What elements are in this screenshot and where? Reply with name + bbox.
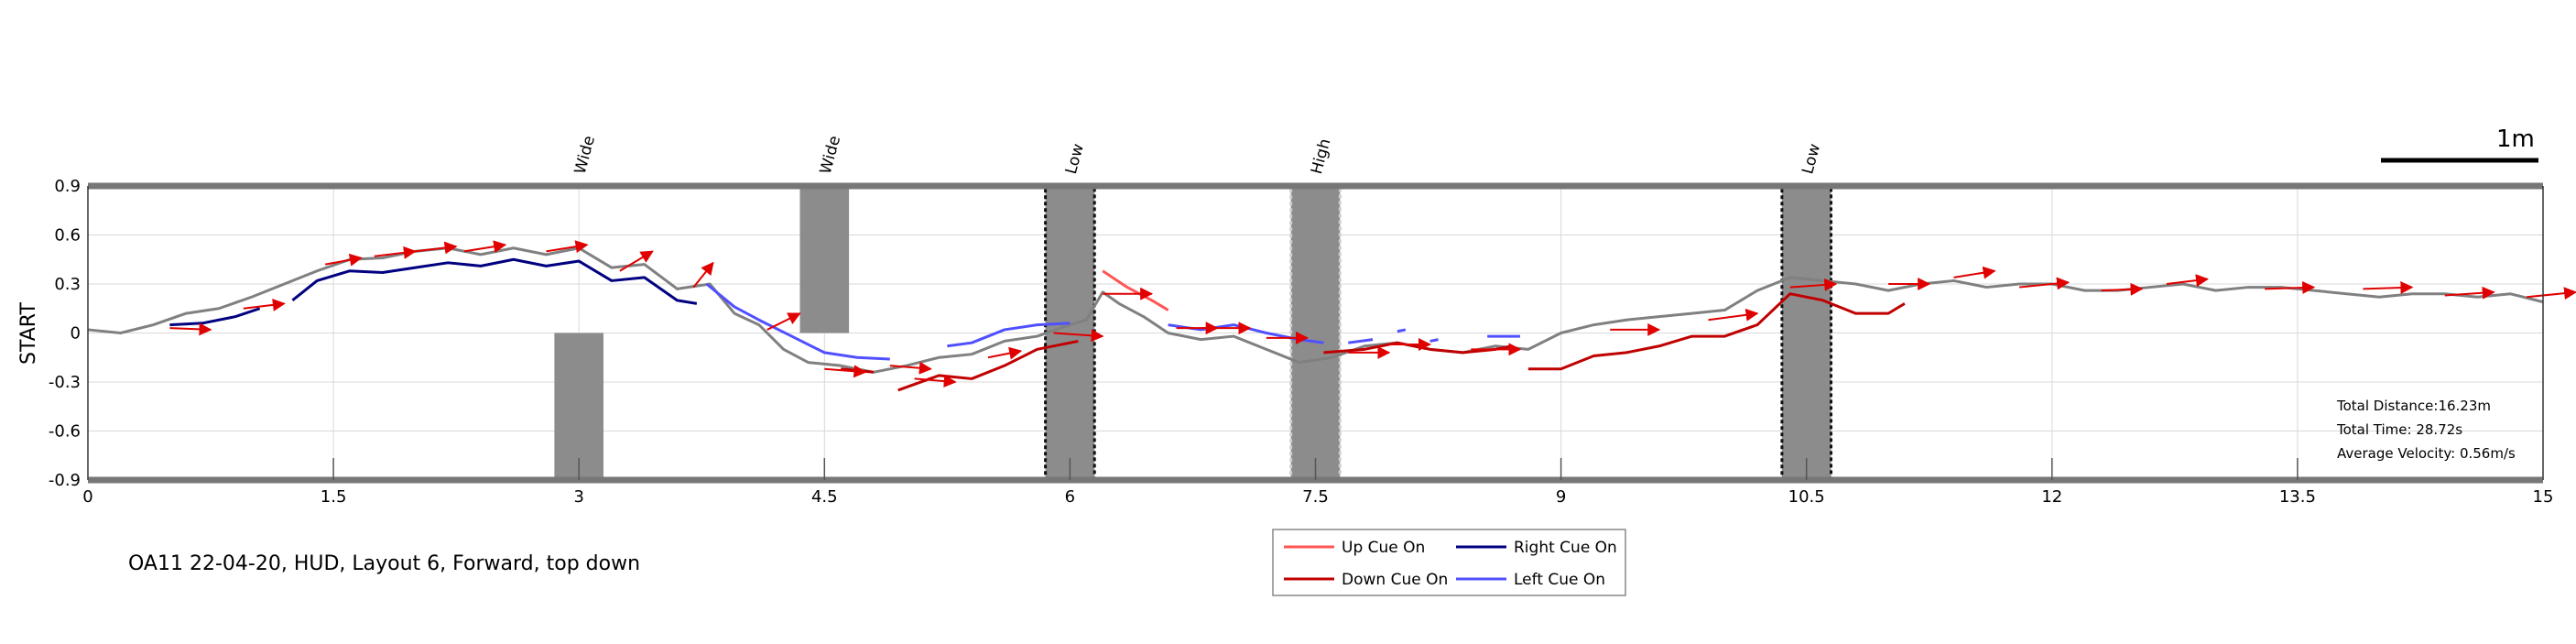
- heading-arrow: [914, 375, 957, 387]
- y-tick-label: -0.6: [49, 422, 81, 442]
- x-tick-label: 7.5: [1302, 487, 1329, 507]
- heading-arrow: [415, 241, 458, 255]
- legend-label: Right Cue On: [1514, 539, 1617, 557]
- obstacle-rect: [799, 186, 850, 333]
- tick-labels: 0 1.5 3 4.5 6 7.5 9 10.5 12 13.5 15 0.9 0.6 0.3 0 -0.3 -…: [49, 177, 2554, 507]
- series-segment: [1429, 338, 1439, 343]
- y-tick-label: 0.9: [54, 177, 81, 196]
- legend-label: Left Cue On: [1514, 571, 1605, 589]
- heading-arrow: [374, 246, 417, 259]
- obstacle-label: High: [1308, 136, 1334, 176]
- series-segment: [897, 339, 1079, 392]
- obstacle-rect: [1289, 184, 1342, 482]
- scale-bar: 1m: [2381, 126, 2538, 163]
- heading-arrow: [987, 346, 1023, 360]
- stat-total-time: Total Time: 28.72s: [2336, 421, 2462, 438]
- obstacle-rect: [1780, 184, 1833, 482]
- y-tick-label: 0: [71, 324, 81, 344]
- obstacle-5: Low: [1780, 142, 1833, 482]
- heading-arrow: [1953, 266, 1996, 279]
- x-tick-label: 13.5: [2279, 487, 2316, 507]
- heading-arrow: [2018, 277, 2071, 290]
- series-segment: [1348, 338, 1374, 344]
- legend-item-left-cue-on: Left Cue On: [1456, 571, 1605, 589]
- cue-series-layer: [169, 257, 1906, 392]
- heading-arrow: [2265, 280, 2316, 294]
- heading-arrow: [2444, 286, 2495, 300]
- heading-arrow: [889, 361, 932, 375]
- series-segment: [1397, 328, 1407, 333]
- stats-block: Total Distance:16.23m Total Time: 28.72s…: [2336, 398, 2516, 462]
- series-segment: [1527, 292, 1906, 371]
- obstacle-rect: [1044, 184, 1096, 482]
- legend-item-right-cue-on: Right Cue On: [1456, 539, 1617, 557]
- series-right-cue-on: [169, 257, 698, 327]
- x-tick-label: 1.5: [321, 487, 347, 507]
- heading-arrow: [1789, 278, 1838, 291]
- obstacle-rect: [554, 333, 604, 480]
- x-tick-label: 10.5: [1788, 487, 1825, 507]
- heading-arrow: [1053, 329, 1104, 343]
- x-tick-label: 4.5: [811, 487, 838, 507]
- heading-arrow: [824, 365, 867, 378]
- heading-arrow: [692, 261, 714, 289]
- legend: Up Cue On Right Cue On Down Cue On Left Cue…: [1272, 529, 1626, 596]
- heading-arrow: [2527, 287, 2576, 300]
- stat-total-distance: Total Distance:16.23m: [2336, 398, 2491, 414]
- series-segment: [291, 257, 698, 305]
- series-segment: [947, 322, 1071, 348]
- x-tick-label: 15: [2533, 487, 2554, 507]
- obstacle-label: Low: [1799, 142, 1824, 177]
- heading-arrow: [324, 253, 363, 267]
- x-tick-label: 0: [82, 487, 92, 507]
- heading-arrow: [2363, 280, 2414, 294]
- heading-arrow: [463, 240, 507, 254]
- y-tick-label: -0.3: [49, 373, 81, 392]
- x-tick-label: 9: [1556, 487, 1566, 507]
- chart-caption: OA11 22-04-20, HUD, Layout 6, Forward, t…: [128, 552, 640, 575]
- series-segment: [1102, 269, 1169, 311]
- scale-bar-label: 1m: [2496, 126, 2535, 153]
- y-tick-label: 0.6: [54, 226, 81, 246]
- y-axis-label: START: [17, 302, 40, 365]
- obstacle-2: Wide: [799, 134, 850, 333]
- obstacle-label: Wide: [571, 134, 599, 176]
- obstacle-label: Low: [1062, 142, 1088, 177]
- heading-arrow: [1708, 308, 1759, 322]
- heading-arrow: [619, 250, 654, 272]
- legend-item-up-cue-on: Up Cue On: [1284, 539, 1425, 557]
- heading-arrow: [766, 312, 801, 331]
- series-segment: [705, 282, 890, 361]
- obstacle-label: Wide: [817, 134, 844, 176]
- obstacle-3: Low: [1044, 142, 1096, 482]
- y-tick-label: 0.3: [54, 275, 81, 294]
- obstacle-1: Wide: [554, 134, 604, 480]
- x-tick-label: 12: [2041, 487, 2062, 507]
- series-segment: [169, 307, 261, 327]
- series-up-cue-on: [1102, 269, 1169, 311]
- stat-average-velocity: Average Velocity: 0.56m/s: [2337, 445, 2516, 462]
- heading-arrow: [243, 298, 286, 311]
- heading-arrow: [2166, 274, 2209, 288]
- heading-arrow: [2101, 282, 2144, 296]
- heading-arrows-layer: [169, 240, 2576, 387]
- x-tick-label: 6: [1065, 487, 1075, 507]
- legend-label: Up Cue On: [1342, 539, 1425, 557]
- legend-label: Down Cue On: [1342, 571, 1448, 589]
- y-tick-label: -0.9: [49, 471, 81, 490]
- heading-arrow: [169, 322, 212, 336]
- heading-arrow: [546, 240, 589, 254]
- x-tick-label: 3: [573, 487, 583, 507]
- legend-item-down-cue-on: Down Cue On: [1284, 571, 1448, 589]
